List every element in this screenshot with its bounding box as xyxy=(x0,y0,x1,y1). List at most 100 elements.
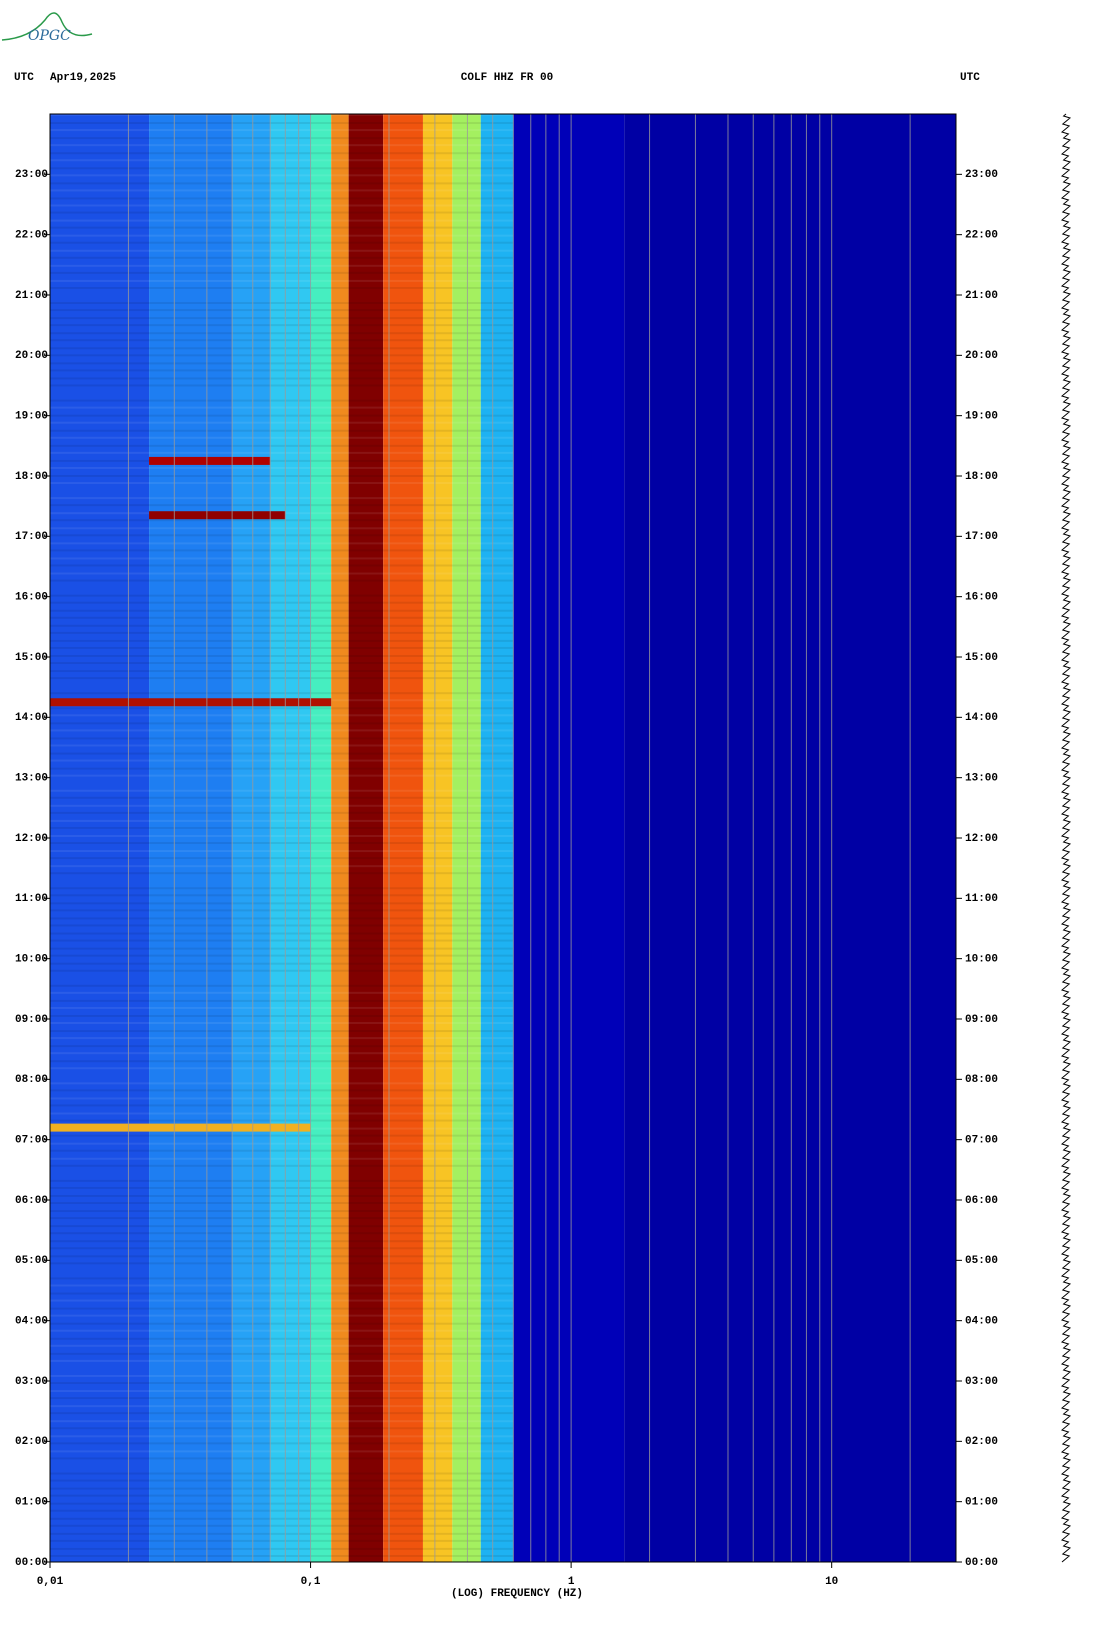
spectral-band xyxy=(310,114,332,1562)
texture xyxy=(50,527,514,530)
plot-frame xyxy=(49,113,957,1563)
spectral-band xyxy=(149,114,233,1562)
texture xyxy=(50,497,514,500)
y-tick-label: 09:00 xyxy=(965,1014,998,1026)
texture xyxy=(50,1450,514,1453)
y-tick-label: 14:00 xyxy=(965,712,998,724)
texture xyxy=(50,1479,514,1482)
texture xyxy=(50,1314,514,1317)
y-tick-label: 17:00 xyxy=(965,531,998,543)
texture xyxy=(50,549,514,552)
y-tick-label: 04:00 xyxy=(15,1316,48,1328)
texture xyxy=(50,144,514,147)
texture xyxy=(50,137,514,140)
texture xyxy=(50,444,514,447)
texture xyxy=(50,1045,514,1048)
texture xyxy=(50,1149,514,1152)
date: Apr19,2025 xyxy=(50,72,116,84)
texture xyxy=(50,1487,514,1490)
texture xyxy=(50,249,514,252)
texture xyxy=(50,1359,514,1362)
texture xyxy=(50,692,514,695)
texture xyxy=(50,1247,514,1250)
y-tick-label: 04:00 xyxy=(965,1316,998,1328)
y-tick-label: 14:00 xyxy=(15,712,48,724)
texture xyxy=(50,774,514,777)
texture xyxy=(50,1299,514,1302)
texture xyxy=(50,1240,514,1243)
texture xyxy=(50,917,514,920)
texture xyxy=(50,564,514,567)
texture xyxy=(50,1255,514,1258)
y-tick-label: 10:00 xyxy=(965,954,998,966)
texture xyxy=(50,1210,514,1213)
texture xyxy=(50,707,514,710)
spectral-band xyxy=(480,114,514,1562)
y-tick-label: 00:00 xyxy=(965,1557,998,1569)
header-right: UTC xyxy=(960,72,980,84)
texture xyxy=(50,1082,514,1085)
texture xyxy=(50,811,514,814)
x-tick-label: 1 xyxy=(568,1576,575,1588)
y-tick-label: 21:00 xyxy=(15,290,48,302)
y-tick-label: 21:00 xyxy=(965,290,998,302)
x-tick-label: 0,1 xyxy=(301,1576,321,1588)
logo: OPGC xyxy=(28,28,71,44)
texture xyxy=(50,1142,514,1145)
y-tick-label: 00:00 xyxy=(15,1557,48,1569)
texture xyxy=(50,759,514,762)
texture xyxy=(50,1225,514,1228)
y-tick-label: 11:00 xyxy=(15,893,48,905)
texture xyxy=(50,1382,514,1385)
event-streak xyxy=(149,511,286,520)
event-streak xyxy=(149,456,271,465)
texture xyxy=(50,1052,514,1055)
texture xyxy=(50,714,514,717)
y-tick-label: 23:00 xyxy=(965,169,998,181)
y-tick-label: 23:00 xyxy=(15,169,48,181)
texture xyxy=(50,1022,514,1025)
x-tick-label: 0,01 xyxy=(37,1576,64,1588)
texture xyxy=(50,1412,514,1415)
texture xyxy=(50,1104,514,1107)
texture xyxy=(50,1014,514,1017)
y-tick-label: 22:00 xyxy=(965,230,998,242)
texture xyxy=(50,631,514,634)
texture xyxy=(50,1194,514,1197)
texture xyxy=(50,834,514,837)
logo-curve xyxy=(1,12,93,41)
texture xyxy=(50,954,514,957)
texture xyxy=(50,1202,514,1205)
y-tick-label: 03:00 xyxy=(965,1376,998,1388)
texture xyxy=(50,1509,514,1512)
y-tick-label: 08:00 xyxy=(965,1074,998,1086)
texture xyxy=(50,241,514,244)
texture xyxy=(50,1112,514,1115)
texture xyxy=(50,1277,514,1280)
texture xyxy=(50,459,514,462)
texture xyxy=(50,1164,514,1167)
texture xyxy=(50,1119,514,1122)
texture xyxy=(50,850,514,853)
texture xyxy=(50,1089,514,1092)
spectral-band xyxy=(331,114,349,1562)
texture xyxy=(50,264,514,267)
texture xyxy=(50,429,514,432)
texture xyxy=(50,1472,514,1475)
y-tick-label: 01:00 xyxy=(965,1497,998,1509)
y-tick-label: 16:00 xyxy=(965,592,998,604)
y-tick-label: 06:00 xyxy=(965,1195,998,1207)
texture xyxy=(50,737,514,740)
texture xyxy=(50,991,514,994)
texture xyxy=(50,1539,514,1542)
texture xyxy=(50,557,514,560)
y-tick-label: 19:00 xyxy=(965,411,998,423)
texture xyxy=(50,1352,514,1355)
texture xyxy=(50,174,514,177)
y-tick-label: 19:00 xyxy=(15,411,48,423)
texture xyxy=(50,752,514,755)
texture xyxy=(50,624,514,627)
spectral-band xyxy=(270,114,311,1562)
x-axis-label: (LOG) FREQUENCY (HZ) xyxy=(451,1588,583,1600)
y-tick-label: 01:00 xyxy=(15,1497,48,1509)
